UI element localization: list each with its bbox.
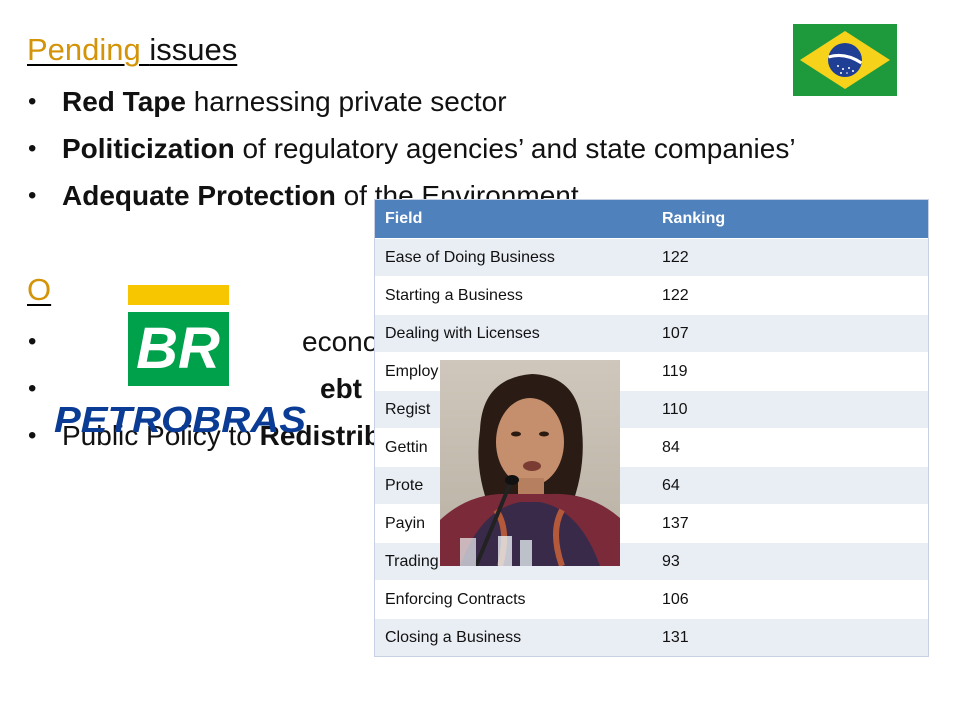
logo-wordmark: PETROBRAS [54,399,306,440]
pending-issues-heading: Pending issues [27,32,237,68]
field-cell: Closing a Business [375,618,652,656]
bold-term: Adequate Protection [62,180,336,211]
ranking-cell: 106 [652,580,928,619]
petrobras-logo: BR PETROBRAS [50,282,310,442]
ranking-cell: 107 [652,314,928,353]
bold-term: Red Tape [62,86,186,117]
ranking-cell: 84 [652,428,928,467]
list-item: ebt [28,365,604,412]
pending-issues-list: Red Tape harnessing private sector Polit… [28,78,796,219]
bold-term: ebt [320,373,362,404]
column-header-field: Field [375,200,652,239]
table-row: Ease of Doing Business 122 [375,238,928,277]
field-cell: Enforcing Contracts [375,580,652,619]
table-row: Closing a Business 131 [375,618,928,656]
speaker-photo [440,360,620,566]
table-row: Enforcing Contracts 106 [375,580,928,619]
field-cell: Dealing with Licenses [375,314,652,353]
column-header-ranking: Ranking [652,200,928,239]
other-issues-heading: O [27,272,51,308]
list-item: Red Tape harnessing private sector [28,78,796,125]
ranking-cell: 131 [652,618,928,656]
table-row: Dealing with Licenses 107 [375,314,928,353]
brazil-flag-image [793,24,897,96]
ranking-cell: 122 [652,238,928,277]
ranking-cell: 122 [652,276,928,315]
heading-accent-letter: O [27,272,52,307]
ranking-cell: 137 [652,504,928,543]
heading-rest-word: issues [149,32,238,67]
item-text: Public Policy to [62,420,260,451]
logo-br-mark: BR [136,316,220,381]
table-header-row: Field Ranking [375,200,928,239]
heading-accent-word: Pending [27,32,150,67]
item-text: of regulatory agencies’ and state compan… [234,133,796,164]
ranking-cell: 110 [652,390,928,429]
ranking-cell: 119 [652,352,928,391]
list-item: Politicization of regulatory agencies’ a… [28,125,796,172]
field-cell: Starting a Business [375,276,652,315]
field-cell: Ease of Doing Business [375,238,652,277]
bold-term: Politicization [62,133,235,164]
table-row: Starting a Business 122 [375,276,928,315]
ranking-cell: 93 [652,542,928,581]
ranking-cell: 64 [652,466,928,505]
item-text: harnessing private sector [185,86,507,117]
